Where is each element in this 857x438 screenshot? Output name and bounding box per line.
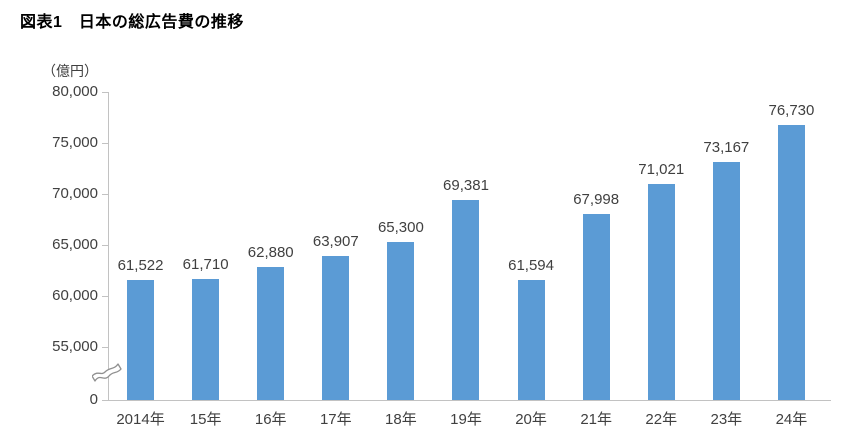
bar (582, 214, 610, 400)
value-label: 69,381 (443, 177, 489, 195)
chart-title: 図表1 日本の総広告費の推移 (20, 14, 244, 31)
x-tick-label: 22年 (645, 411, 678, 428)
bar-column: 61,594 20年 (499, 92, 564, 428)
bar-column: 63,907 17年 (303, 92, 368, 428)
y-tick-label: 80,000 (52, 83, 98, 100)
bar (257, 266, 285, 400)
x-tick-label: 2014年 (116, 411, 165, 428)
bar (192, 278, 220, 400)
x-tick-label: 23年 (710, 411, 743, 428)
y-tick-mark (102, 245, 108, 246)
bar-column: 61,522 2014年 (108, 92, 173, 428)
y-tick-label: 60,000 (52, 287, 98, 304)
y-tick-mark (102, 347, 108, 348)
y-tick-mark (102, 92, 108, 93)
value-label: 71,021 (638, 160, 685, 178)
x-tick-label: 24年 (775, 411, 808, 428)
y-tick-mark (102, 143, 108, 144)
value-label: 61,710 (182, 255, 229, 273)
x-axis-line (108, 400, 832, 401)
bar-column: 69,381 19年 (433, 92, 498, 428)
y-tick-mark (102, 296, 108, 297)
bar (387, 241, 415, 400)
axis-break-icon (92, 363, 122, 382)
x-tick-label: 17年 (319, 411, 352, 428)
plot-area: 61,522 2014年 61,710 15年 62,880 16年 63,907 17年 65… (92, 92, 832, 428)
y-tick-mark (102, 194, 108, 195)
x-tick-label: 19年 (450, 411, 482, 428)
y-tick-label: 75,000 (52, 134, 98, 151)
value-label: 62,880 (247, 243, 294, 261)
bar-column: 62,880 16年 (238, 92, 303, 428)
value-label: 63,907 (312, 233, 359, 251)
bar-column: 73,167 23年 (694, 92, 759, 428)
bar (712, 161, 740, 400)
x-tick-label: 20年 (515, 411, 547, 428)
value-label: 61,594 (508, 256, 555, 274)
bar (777, 125, 805, 400)
y-tick-mark (102, 400, 108, 401)
bar (322, 256, 350, 400)
y-tick-label: 70,000 (52, 185, 98, 202)
y-axis-unit-label: （億円） (42, 63, 98, 79)
bar-column: 67,998 21年 (564, 92, 629, 428)
bar (452, 200, 480, 400)
value-label: 73,167 (703, 138, 750, 156)
y-axis-line (108, 92, 109, 400)
x-tick-label: 15年 (189, 411, 222, 428)
y-tick-label: 55,000 (52, 338, 98, 355)
bar-column: 61,710 15年 (173, 92, 238, 428)
x-tick-label: 21年 (580, 411, 612, 428)
x-tick-label: 16年 (254, 411, 287, 428)
bar (517, 279, 545, 400)
bar (647, 183, 675, 400)
value-label: 76,730 (768, 102, 815, 120)
bar-column: 76,730 24年 (759, 92, 824, 428)
value-label: 67,998 (573, 191, 620, 209)
bar-column: 71,021 22年 (629, 92, 694, 428)
y-tick-label: 65,000 (52, 236, 98, 253)
value-label: 61,522 (117, 257, 164, 275)
bar-column: 65,300 18年 (368, 92, 433, 428)
x-tick-label: 18年 (385, 411, 417, 428)
bar (127, 280, 155, 400)
y-tick-label: 0 (89, 391, 98, 408)
value-label: 65,300 (377, 218, 424, 236)
